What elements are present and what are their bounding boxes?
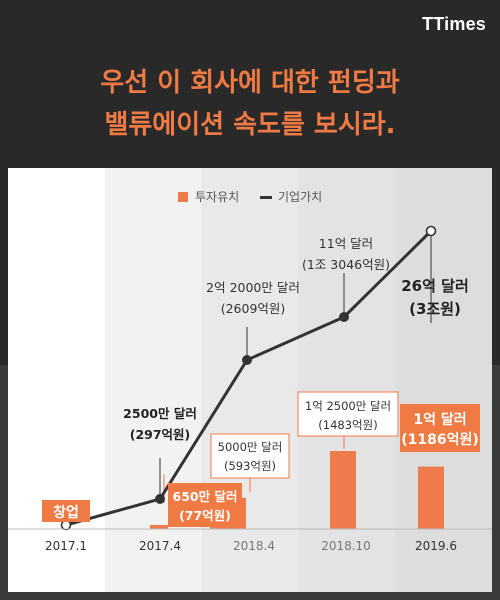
x-tick-2018.4: 2018.4 <box>233 539 275 553</box>
label-bar-2019-6-l1: 1억 달러 <box>413 412 466 428</box>
label-line-2018-10-l1: 11억 달러 <box>319 236 373 251</box>
label-box-bar-2018-10 <box>297 391 399 437</box>
label-line-2017-4-l1: 2500만 달러 <box>123 406 197 421</box>
bar-2017.4 <box>150 524 168 529</box>
labels: 창업 650만 달러 (77억원) 5000만 달러 (593억원) 1억 2500만 달… <box>42 236 480 527</box>
x-tick-2018.10: 2018.10 <box>321 539 371 553</box>
headline: 우선 이 회사에 대한 펀딩과 밸류에이션 속도를 보시라. <box>0 62 500 146</box>
label-bar-2018-4-l1: 5000만 달러 <box>218 440 283 454</box>
label-line-2018-4-l1: 2억 2000만 달러 <box>206 280 300 295</box>
label-bar-2018-4-l2: (593억원) <box>224 459 276 473</box>
legend-bar-label: 투자유치 <box>195 190 239 204</box>
label-bar-2017-4-l2: (77억원) <box>179 508 231 523</box>
x-tick-2017.1: 2017.1 <box>45 539 87 553</box>
label-box-bar-2018-4 <box>210 433 290 479</box>
label-bar-2019-6-l2: (1186억원) <box>401 432 479 448</box>
legend-bar-swatch <box>178 192 188 202</box>
label-box-founding <box>42 500 90 522</box>
x-tick-2019.6: 2019.6 <box>415 539 457 553</box>
headline-line-1: 우선 이 회사에 대한 펀딩과 <box>100 68 400 98</box>
bar-2019.6 <box>418 466 444 529</box>
label-line-2019-6-l1: 26억 달러 <box>401 277 469 295</box>
x-tick-2017.4: 2017.4 <box>139 539 181 553</box>
label-line-2017-4-l2: (297억원) <box>130 427 191 442</box>
chart-panel: 투자유치 기업가치 창업 650만 달러 (77억원) 5000만 달러 (593억원)… <box>8 168 493 592</box>
label-line-2018-4-l2: (2609억원) <box>221 301 286 316</box>
label-founding: 창업 <box>53 504 79 521</box>
bar-2018.10 <box>330 451 356 529</box>
ttimes-logo: TTimes <box>422 14 486 34</box>
label-bar-2017-4-l1: 650만 달러 <box>173 489 238 504</box>
value-point-2018.10 <box>339 312 349 322</box>
value-point-2017.4 <box>155 494 165 504</box>
label-line-2018-10-l2: (1조 3046억원) <box>302 257 390 272</box>
column-band-1 <box>8 168 106 592</box>
label-bar-2018-10-l2: (1483억원) <box>318 418 377 432</box>
value-point-2019.6 <box>425 225 437 237</box>
label-box-bar-2019-6 <box>400 404 480 452</box>
legend-line-swatch <box>260 196 272 199</box>
value-point-2018.4 <box>242 355 252 365</box>
legend-line-label: 기업가치 <box>278 190 322 204</box>
chart-svg: 투자유치 기업가치 창업 650만 달러 (77억원) 5000만 달러 (593억원)… <box>8 168 493 592</box>
headline-line-2: 밸류에이션 속도를 보시라. <box>104 110 396 140</box>
label-box-bar-2017-4 <box>168 483 242 527</box>
x-tick-labels: 2017.1 2017.4 2018.4 2018.10 2019.6 <box>45 539 457 553</box>
legend: 투자유치 기업가치 <box>178 190 322 204</box>
label-bar-2018-10-l1: 1억 2500만 달러 <box>305 399 391 413</box>
label-line-2019-6-l2: (3조원) <box>409 300 461 318</box>
